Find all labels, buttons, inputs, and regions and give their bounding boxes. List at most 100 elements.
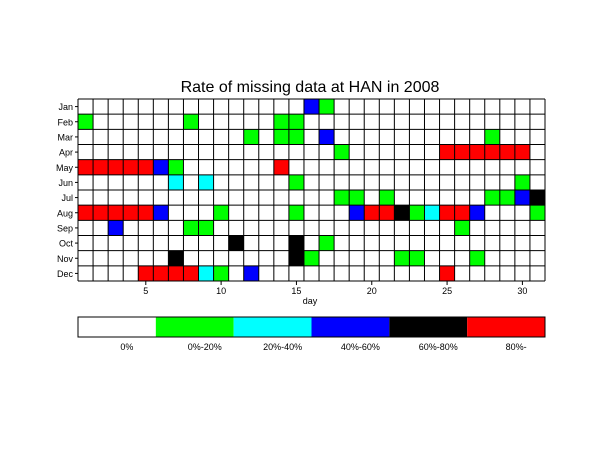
- heatmap-cell-aug-10: [213, 205, 229, 221]
- heatmap-cell-jul-31: [529, 190, 545, 206]
- heatmap-cell-jul-28: [484, 190, 500, 206]
- heatmap-cell-may-7: [168, 159, 184, 175]
- heatmap-cell-may-6: [153, 159, 169, 175]
- x-tick-label-10: 10: [216, 286, 226, 296]
- month-labels: Jan Feb Mar Apr May Jun Jul Aug Sep Oct Nov Dec: [56, 102, 78, 279]
- month-label-jun: Jun: [58, 178, 73, 188]
- heatmap-cell-dec-6: [153, 265, 169, 281]
- heatmap-cell-dec-5: [138, 265, 154, 281]
- legend-border: [77, 316, 546, 338]
- heatmap-cell-sep-9: [198, 220, 214, 236]
- heatmap-cell-sep-3: [108, 220, 124, 236]
- heatmap-cell-nov-15: [288, 250, 304, 266]
- legend-swatch-1: [155, 317, 234, 337]
- heatmap-cell-may-5: [138, 159, 154, 175]
- heatmap-cell-jul-18: [334, 190, 350, 206]
- month-label-apr: Apr: [59, 148, 73, 158]
- heatmap-cell-jun-9: [198, 174, 214, 190]
- month-label-sep: Sep: [57, 223, 73, 233]
- heatmap-cell-mar-14: [273, 129, 289, 145]
- heatmap-cell-aug-3: [108, 205, 124, 221]
- heatmap-cell-oct-17: [319, 235, 335, 251]
- heatmap-cell-aug-27: [469, 205, 485, 221]
- heatmap-cell-apr-27: [469, 144, 485, 160]
- heatmap-cell-nov-22: [394, 250, 410, 266]
- color-legend: 0% 0%-20% 20%-40% 40%-60% 60%-80% 80%-: [77, 316, 546, 352]
- heatmap-cell-aug-2: [93, 205, 109, 221]
- heatmap-cell-apr-30: [514, 144, 530, 160]
- heatmap-cell-apr-29: [499, 144, 515, 160]
- heatmap-cell-jun-30: [514, 174, 530, 190]
- heatmap-cell-jan-17: [319, 99, 335, 115]
- heatmap-cell-apr-25: [439, 144, 455, 160]
- heatmap-cell-dec-10: [213, 265, 229, 281]
- heatmap-cell-jul-21: [379, 190, 395, 206]
- heatmap-cell-mar-28: [484, 129, 500, 145]
- legend-swatch-0: [78, 317, 156, 337]
- legend-swatch-4: [389, 317, 468, 337]
- month-label-oct: Oct: [59, 239, 74, 249]
- month-label-feb: Feb: [57, 117, 73, 127]
- heatmap-cell-sep-26: [454, 220, 470, 236]
- x-axis-ticks: 5 10 15 20 25 30: [143, 281, 527, 296]
- x-tick-label-20: 20: [367, 286, 377, 296]
- month-label-jan: Jan: [58, 102, 73, 112]
- x-tick-label-5: 5: [143, 286, 148, 296]
- heatmap-cell-aug-15: [288, 205, 304, 221]
- heatmap-cell-aug-25: [439, 205, 455, 221]
- chart-title: Rate of missing data at HAN in 2008: [181, 79, 440, 96]
- heatmap-cell-aug-1: [78, 205, 94, 221]
- heatmap-cell-jul-30: [514, 190, 530, 206]
- heatmap-cell-apr-28: [484, 144, 500, 160]
- x-axis-label: day: [303, 296, 318, 306]
- heatmap-cell-apr-18: [334, 144, 350, 160]
- heatmap-cell-oct-15: [288, 235, 304, 251]
- month-label-may: May: [56, 163, 74, 173]
- heatmap-cell-dec-9: [198, 265, 214, 281]
- heatmap-cell-aug-19: [349, 205, 365, 221]
- x-tick-label-25: 25: [442, 286, 452, 296]
- heatmap-cell-nov-7: [168, 250, 184, 266]
- legend-swatch-3: [311, 317, 390, 337]
- heatmap-cell-aug-6: [153, 205, 169, 221]
- heatmap-cell-may-2: [93, 159, 109, 175]
- x-tick-label-15: 15: [291, 286, 301, 296]
- heatmap-cell-feb-1: [78, 114, 94, 130]
- heatmap-cell-sep-8: [183, 220, 199, 236]
- heatmap-cell-aug-21: [379, 205, 395, 221]
- legend-swatch-2: [233, 317, 312, 337]
- heatmap-cell-nov-27: [469, 250, 485, 266]
- heatmap-cell-jul-19: [349, 190, 365, 206]
- heatmap-cell-mar-17: [319, 129, 335, 145]
- legend-swatch-5: [467, 317, 545, 337]
- month-label-mar: Mar: [58, 132, 74, 142]
- heatmap-cell-nov-16: [303, 250, 320, 266]
- legend-label-0: 0%: [120, 342, 133, 352]
- heatmap-cell-jun-7: [168, 174, 184, 190]
- legend-label-3: 40%-60%: [341, 342, 380, 352]
- heatmap-cell-jul-29: [499, 190, 515, 206]
- heatmap-cell-feb-8: [183, 114, 199, 130]
- heatmap-grid: [77, 98, 546, 282]
- heatmap-cell-mar-15: [288, 129, 304, 145]
- heatmap-cell-apr-26: [454, 144, 470, 160]
- legend-label-5: 80%-: [506, 342, 527, 352]
- heatmap-cell-aug-31: [529, 205, 545, 221]
- heatmap-cell-aug-4: [123, 205, 139, 221]
- heatmap-cell-aug-26: [454, 205, 470, 221]
- heatmap-cell-jan-16: [303, 99, 320, 115]
- heatmap-cell-may-3: [108, 159, 124, 175]
- legend-label-2: 20%-40%: [263, 342, 302, 352]
- heatmap-cell-aug-22: [394, 205, 410, 221]
- heatmap-cell-may-1: [78, 159, 94, 175]
- heatmap-cell-may-4: [123, 159, 139, 175]
- heatmap-cell-dec-12: [243, 265, 259, 281]
- month-label-aug: Aug: [57, 208, 73, 218]
- heatmap-cell-may-14: [273, 159, 289, 175]
- heatmap-cell-mar-12: [243, 129, 259, 145]
- heatmap-cell-dec-25: [439, 265, 455, 281]
- heatmap-cell-dec-7: [168, 265, 184, 281]
- heatmap-cell-aug-23: [409, 205, 425, 221]
- heatmap-cell-nov-23: [409, 250, 425, 266]
